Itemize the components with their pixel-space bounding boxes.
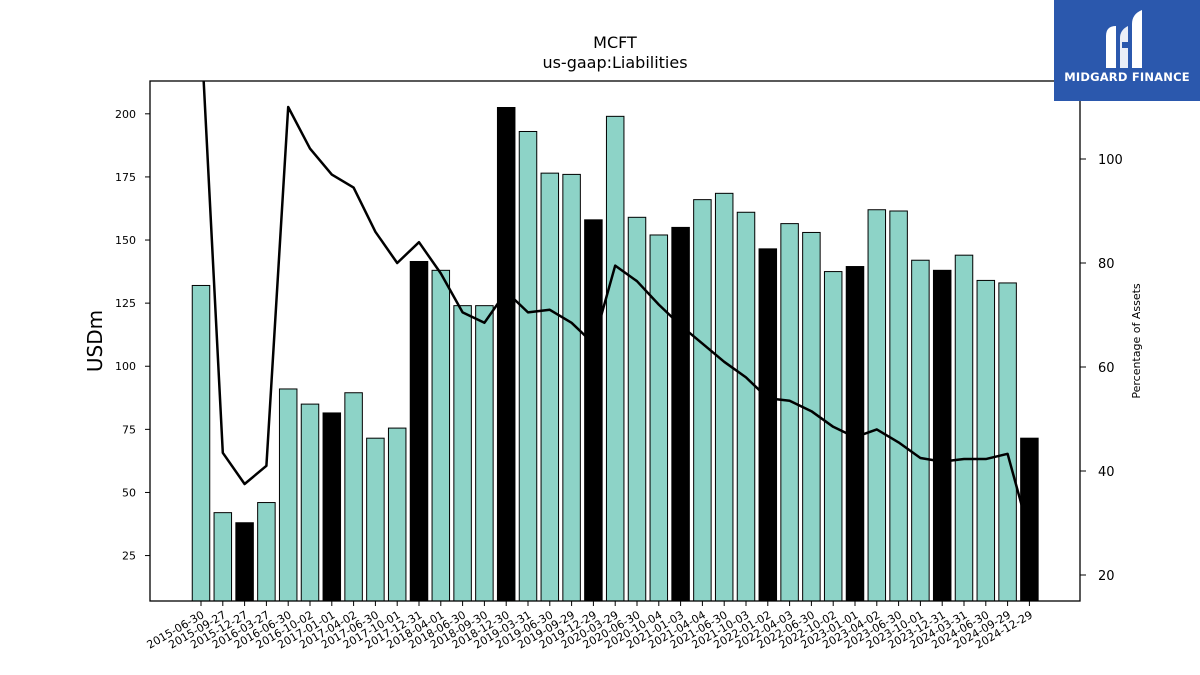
y2-tick-label: 40 xyxy=(1098,465,1115,480)
logo-text: MIDGARD FINANCE xyxy=(1064,70,1190,84)
y-tick-label: 100 xyxy=(115,360,136,373)
bar xyxy=(344,392,363,601)
bar xyxy=(235,522,254,601)
bar xyxy=(605,115,625,601)
bar xyxy=(911,259,930,601)
bar xyxy=(780,223,799,601)
bar xyxy=(714,192,734,601)
y2-tick-label: 60 xyxy=(1098,361,1115,376)
bar xyxy=(431,269,451,601)
bar xyxy=(257,502,276,601)
percentage-line xyxy=(202,81,1031,534)
bar xyxy=(387,427,407,601)
bar xyxy=(518,130,538,601)
y2-tick-label: 80 xyxy=(1098,257,1115,272)
bar xyxy=(758,248,778,601)
bar xyxy=(1020,437,1039,601)
y2-tick-label: 100 xyxy=(1098,153,1123,168)
bar xyxy=(475,305,494,601)
bar xyxy=(191,284,211,601)
bar xyxy=(867,209,887,601)
y-tick-label: 75 xyxy=(122,423,136,436)
y2-axis-label: Percentage of Assets xyxy=(1130,283,1143,399)
bar xyxy=(366,437,385,601)
bar xyxy=(300,403,320,601)
bar xyxy=(540,172,560,601)
bar xyxy=(562,173,581,601)
bar xyxy=(954,254,974,601)
y2-tick-label: 20 xyxy=(1098,569,1115,584)
bar xyxy=(998,282,1017,601)
bar xyxy=(322,412,342,601)
bar xyxy=(671,226,690,601)
y-tick-label: 125 xyxy=(115,297,136,310)
y-axis-label: USDm xyxy=(83,310,107,372)
y-tick-label: 200 xyxy=(115,108,136,121)
bar xyxy=(823,271,843,601)
y-tick-label: 25 xyxy=(122,550,136,563)
bar xyxy=(693,199,712,601)
bar xyxy=(627,216,647,601)
y-tick-label: 175 xyxy=(115,171,136,184)
bar xyxy=(453,305,472,601)
bar xyxy=(932,269,952,601)
y-tick-label: 50 xyxy=(122,486,136,499)
bar xyxy=(976,279,996,601)
bar xyxy=(278,388,298,601)
midgard-logo-icon xyxy=(1106,10,1142,68)
bar xyxy=(409,260,429,601)
bar xyxy=(649,234,669,601)
y-tick-label: 150 xyxy=(115,234,136,247)
bar xyxy=(496,107,516,601)
chart-subtitle: us-gaap:Liabilities xyxy=(542,53,687,72)
midgard-finance-logo: MIDGARD FINANCE xyxy=(1054,0,1200,101)
chart-title: MCFT xyxy=(593,33,637,52)
bar xyxy=(584,219,603,601)
bar xyxy=(213,512,233,601)
bar xyxy=(889,210,908,601)
bar xyxy=(736,211,756,601)
